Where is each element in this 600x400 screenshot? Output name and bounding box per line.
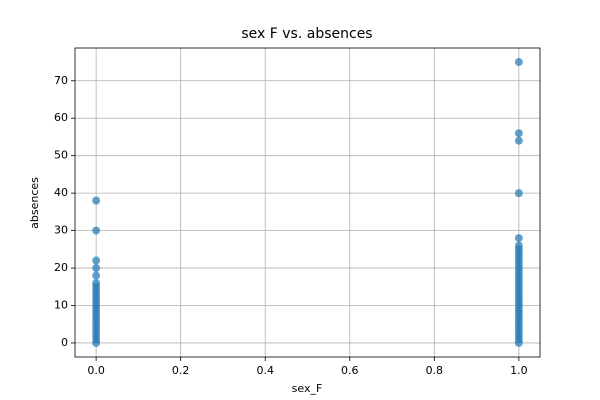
x-tick-label: 0.8 [426,364,444,377]
point [514,189,523,198]
point [92,226,101,235]
point [92,271,101,280]
point [514,136,523,145]
point [92,196,101,205]
y-tick-label: 40 [54,186,68,199]
y-tick-label: 30 [54,224,68,237]
x-tick-label: 0.4 [256,364,274,377]
point [92,256,101,265]
x-tick-label: 0.2 [172,364,190,377]
point [92,279,101,288]
y-tick-label: 10 [54,299,68,312]
point [514,241,523,250]
x-tick-label: 1.0 [510,364,528,377]
point [92,264,101,273]
y-tick-label: 20 [54,261,68,274]
y-tick-label: 60 [54,111,68,124]
y-tick-label: 0 [61,336,68,349]
point [514,129,523,138]
y-tick-label: 50 [54,149,68,162]
x-tick-label: 0.0 [87,364,105,377]
x-axis-label: sex_F [292,382,323,395]
chart-title: sex F vs. absences [241,26,372,42]
y-tick-label: 70 [54,74,68,87]
point [514,234,523,243]
plot-frame [74,47,541,358]
point [514,58,523,67]
y-axis-label: absences [28,177,41,229]
x-tick-label: 0.6 [341,364,359,377]
